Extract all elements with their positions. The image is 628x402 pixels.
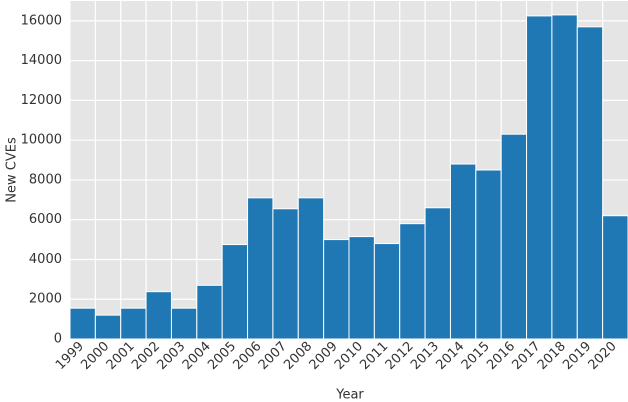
- bar: [500, 133, 528, 340]
- bar: [120, 307, 147, 340]
- y-tick-label: 14000: [21, 53, 62, 68]
- bar: [399, 223, 426, 340]
- bar: [221, 244, 249, 340]
- bar: [247, 197, 274, 340]
- x-tick-label: 2010: [332, 339, 366, 373]
- y-tick-label: 6000: [29, 212, 62, 227]
- bar: [196, 284, 223, 340]
- x-tick-label: 2012: [383, 339, 417, 373]
- x-tick-label: 2017: [510, 339, 544, 373]
- bar: [373, 243, 401, 340]
- x-tick-label: 2008: [281, 339, 315, 373]
- bar: [475, 169, 502, 340]
- x-tick-label: 2003: [154, 339, 188, 373]
- y-axis-label: New CVEs: [5, 137, 20, 203]
- x-tick-label: 2018: [535, 339, 569, 373]
- bar: [348, 236, 375, 340]
- x-tick-label: 2007: [256, 339, 290, 373]
- bar: [69, 307, 96, 340]
- x-tick-label: 2001: [104, 339, 138, 373]
- bar: [551, 14, 578, 340]
- y-tick-label: 4000: [29, 252, 62, 267]
- x-tick-label: 2009: [307, 339, 341, 373]
- y-tick-label: 2000: [29, 292, 62, 307]
- bar: [145, 291, 172, 340]
- bar: [424, 207, 451, 340]
- bar: [94, 314, 122, 340]
- bar: [526, 15, 553, 340]
- x-tick-label: 2020: [586, 339, 620, 373]
- bar: [449, 163, 477, 340]
- y-tick-label: 8000: [29, 172, 62, 187]
- x-tick-label: 2005: [205, 339, 239, 373]
- bar: [170, 307, 198, 340]
- x-tick-label: 2006: [231, 339, 265, 373]
- bar: [576, 26, 604, 340]
- x-tick-label: 2000: [78, 339, 112, 373]
- y-tick-label: 12000: [21, 93, 62, 108]
- x-tick-label: 2011: [357, 339, 391, 373]
- x-tick-label: 2013: [408, 339, 442, 373]
- x-axis-label: Year: [335, 388, 364, 402]
- bar: [602, 215, 628, 340]
- x-tick-label: 2002: [129, 339, 163, 373]
- y-tick-label: 16000: [21, 13, 62, 28]
- x-tick-label: 2004: [180, 339, 214, 373]
- x-tick-label: 2014: [433, 339, 467, 373]
- x-tick-label: 2015: [459, 339, 493, 373]
- y-tick-label: 0: [54, 332, 62, 347]
- bar: [272, 208, 299, 340]
- x-tick-label: 2019: [560, 339, 594, 373]
- y-tick-label: 10000: [21, 133, 62, 148]
- x-tick-label: 2016: [484, 339, 518, 373]
- bar: [323, 239, 350, 340]
- bar: [297, 197, 325, 340]
